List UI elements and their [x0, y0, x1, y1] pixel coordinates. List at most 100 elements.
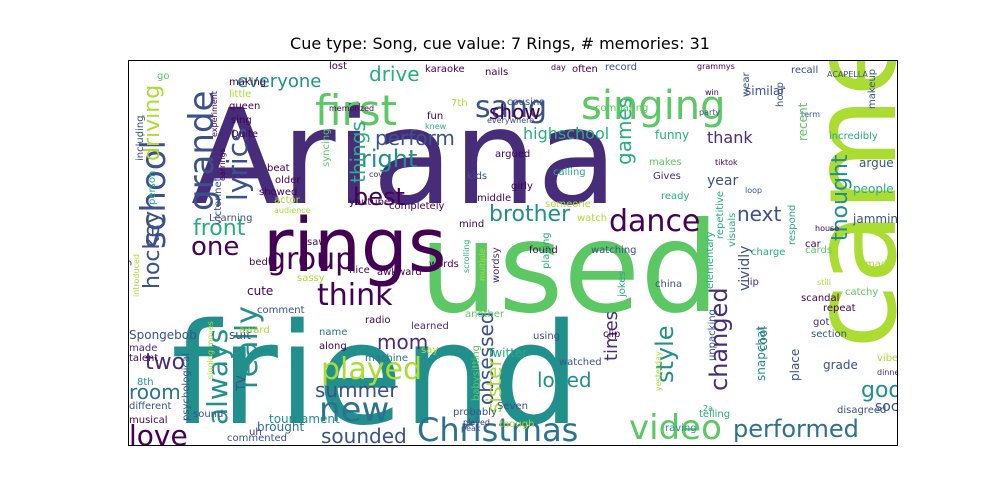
word-day: day	[551, 63, 566, 72]
word-snapchat: snapchat	[754, 326, 768, 381]
word-person: person	[147, 171, 158, 205]
word-radio: radio	[365, 315, 390, 326]
word-grande: grande	[182, 91, 222, 211]
word-victorinet: victorinet	[213, 177, 224, 225]
word-lost: lost	[329, 61, 347, 72]
word-multiple: multiple	[478, 248, 487, 281]
word-party: party	[699, 108, 720, 117]
word-7th: 7th	[451, 98, 468, 109]
word-room: room	[129, 380, 181, 404]
word-obsessed: obsessed	[474, 312, 498, 406]
word-love: love	[129, 419, 188, 446]
word-learning: Learning	[209, 213, 252, 224]
word-quite: Quite	[231, 129, 258, 140]
word-little: little	[229, 89, 251, 100]
word-name: name	[319, 327, 347, 338]
word-experiment: experiment	[210, 91, 219, 137]
word-cool: cool	[756, 326, 770, 351]
word-term: term	[801, 110, 820, 119]
word-peak: peak	[461, 424, 481, 433]
word-house: house	[815, 224, 839, 233]
word-good: good	[861, 378, 898, 403]
word-brought: brought	[257, 420, 304, 434]
word-singing: singing	[581, 83, 726, 129]
word-tv: TV	[234, 375, 248, 392]
word-twitter: Twitter	[486, 346, 527, 360]
word-drive: drive	[369, 62, 420, 86]
word-charge: charge	[751, 247, 785, 258]
word-girly: girly	[511, 181, 533, 192]
word-mad: mad	[865, 259, 887, 270]
word-including: including	[135, 115, 146, 161]
word-section: section	[811, 329, 847, 340]
word-loved: loved	[537, 368, 592, 392]
word-knew: knew	[425, 122, 447, 131]
word-thank: thank	[707, 128, 753, 147]
word-perform: perform	[375, 126, 455, 150]
word-different: different	[129, 401, 172, 412]
word-played: played	[321, 352, 422, 387]
word-psychological: psychological	[181, 353, 192, 421]
word-performed: performed	[733, 415, 859, 443]
word-sister: sister	[482, 357, 506, 413]
word-thought: thought	[828, 154, 853, 241]
word-using: using	[533, 331, 560, 342]
word-tiktok: tiktok	[715, 158, 738, 167]
word-uh: uh	[249, 427, 262, 438]
word-came: came	[785, 61, 898, 349]
word-really: really	[230, 306, 265, 389]
word-still: still	[817, 278, 831, 287]
word-argued: argued	[495, 149, 530, 160]
word-someone: someone	[545, 199, 591, 210]
word-often: often	[572, 64, 598, 75]
word-say: say	[421, 345, 438, 356]
word-audience: audience	[274, 206, 311, 215]
word-catchy: catchy	[845, 287, 878, 298]
word-one: one	[191, 232, 239, 262]
word-syncing: syncing	[321, 129, 332, 167]
word-ready: ready	[661, 191, 690, 202]
word-vividly: vividly	[737, 246, 753, 291]
word-elementary: elementary	[705, 232, 716, 289]
word-musical: musical	[129, 415, 167, 426]
word-along: along	[319, 341, 347, 352]
word-highschool: highschool	[523, 124, 609, 143]
word-commented: commented	[227, 433, 287, 444]
word-visuals: visuals	[727, 213, 738, 247]
word-jokes: jokes	[617, 271, 628, 298]
word-nice: nice	[349, 265, 370, 276]
word-used: used	[419, 196, 720, 341]
word-rings: rings	[263, 203, 446, 289]
word-changed: changed	[705, 287, 733, 391]
word-loop: loop	[745, 186, 762, 195]
word-8th: 8th	[137, 377, 154, 388]
word-tournament: tournament	[269, 412, 340, 426]
word-introduced: introduced	[132, 254, 141, 297]
word-friend: friend	[171, 294, 580, 446]
word-vibes: vibes	[877, 353, 898, 364]
word-repeat: repeat	[823, 303, 856, 314]
word-record: record	[605, 62, 637, 73]
word-scrolling: scrolling	[462, 240, 471, 273]
word-style: style	[651, 325, 679, 383]
word-mom: mom	[377, 330, 428, 354]
word-youtube: youtube	[349, 197, 390, 208]
word-wear: wear	[741, 72, 752, 97]
word-found: found	[529, 245, 558, 256]
word-dinner: dinner	[877, 368, 898, 377]
word-show: show	[489, 100, 541, 124]
word-front: front	[193, 216, 246, 241]
word-covid: covid	[369, 170, 390, 179]
word-memorized: memorized	[329, 104, 374, 113]
word-comment: comment	[257, 305, 305, 316]
word-win: win	[705, 88, 719, 97]
word-got: got	[813, 317, 829, 328]
word-go: go	[157, 71, 169, 82]
word-school: school	[134, 140, 174, 249]
word-beat: beat	[267, 163, 290, 174]
word-two: two	[145, 350, 185, 375]
word-china: china	[655, 279, 682, 290]
word-cousins: cousins	[507, 97, 545, 108]
word-learned: learned	[411, 321, 449, 332]
word-words: words	[429, 259, 459, 270]
